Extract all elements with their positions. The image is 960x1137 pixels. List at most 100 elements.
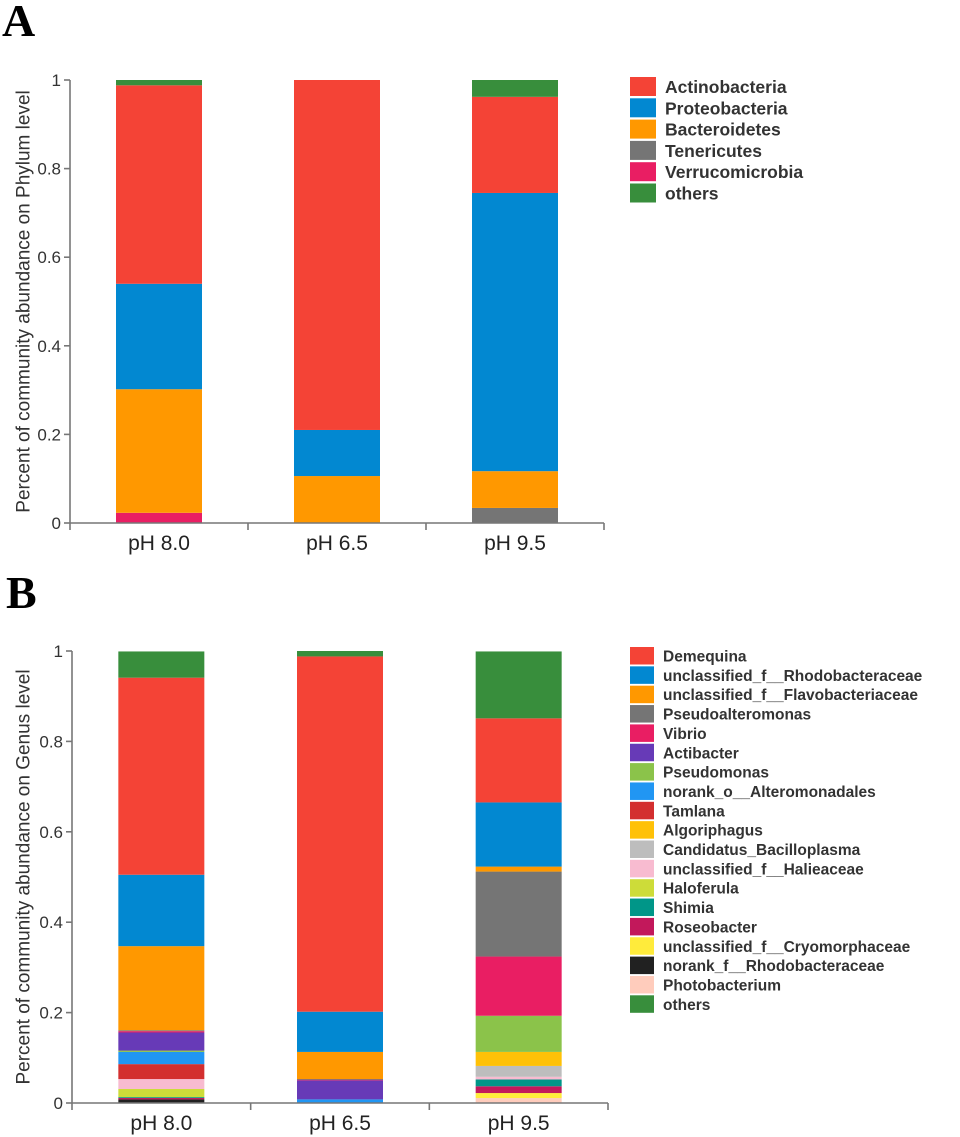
legend-swatch [630,975,654,994]
bar-segment-vibrio [297,1079,383,1081]
legend-swatch [630,879,654,897]
panel-b-letter: B [6,567,37,618]
legend-label: Demequina [663,649,747,666]
panel-a-x-tick-label: pH 8.0 [128,532,190,555]
legend-item-unclassified-f-rhodobacteraceae: unclassified_f__Rhodobacteraceae [630,666,923,685]
legend-item-verrucomicrobia: Verrucomicrobia [630,162,803,182]
panel-a-chart: A Percent of community abundance on Phyl… [2,0,803,555]
bar-segment-pseudoalteromonas [118,1030,205,1032]
panel-b-x-tick-label: pH 6.5 [309,1112,371,1135]
panel-b-y-tick-label: 1 [54,642,63,661]
bar-segment-roseobacter [475,1086,562,1094]
legend-item-vibrio: Vibrio [630,724,707,743]
bar-segment-proteobacteria [116,283,202,390]
panel-a-y-tick-label: 0.2 [37,425,61,444]
bar-segment-shimia [118,1097,205,1099]
legend-item-pseudoalteromonas: Pseudoalteromonas [630,705,811,724]
legend-label: others [665,184,719,204]
legend-label: Tenericutes [665,141,762,161]
legend-item-tenericutes: Tenericutes [630,140,762,161]
bar-segment-algoriphagus [475,1051,562,1066]
bar-segment-pseudoalteromonas [297,1079,383,1080]
legend-swatch [630,724,654,742]
legend-item-others: others [630,995,710,1014]
bar-segment-actinobacteria [472,96,558,193]
panel-b-axes [71,651,609,1110]
legend-label: Candidatus_Bacilloplasma [663,842,861,859]
bar-segment-others [118,651,205,678]
legend-label: Bacteroidetes [665,120,781,140]
legend-label: Actibacter [663,745,739,762]
legend-label: unclassified_f__Halieaceae [663,861,864,878]
panel-a-bar-ph-6-5 [294,80,380,523]
panel-b-y-tick-label: 0.2 [39,1004,63,1023]
panel-a-x-labels: pH 8.0 pH 6.5 pH 9.5 [128,532,546,555]
legend-swatch [630,898,654,917]
legend-swatch [630,763,654,781]
bar-segment-demequina [118,677,205,875]
panel-b-y-tick-label: 0.4 [39,913,63,932]
bar-segment-photobacterium [475,1098,562,1103]
bar-segment-others [116,80,202,86]
legend-label: Vibrio [663,726,707,743]
legend-swatch [630,840,654,858]
panel-a-bar-ph-8-0 [116,80,202,523]
legend-swatch [630,782,654,800]
legend-label: Verrucomicrobia [665,162,803,182]
legend-item-unclassified-f-flavobacteriaceae: unclassified_f__Flavobacteriaceae [630,685,918,704]
legend-item-shimia: Shimia [630,898,714,917]
legend-swatch [630,801,654,820]
legend-label: Actinobacteria [665,77,787,97]
panel-b-bar-ph-9-5 [475,651,562,1103]
bar-segment-shimia [475,1079,562,1087]
panel-b-bars [118,651,562,1103]
panel-a-letter: A [2,0,35,46]
panel-a-y-tick-label: 0.4 [37,337,61,356]
bar-segment-candidatus-bacilloplasma [475,1065,562,1077]
bar-segment-vibrio [475,956,562,1016]
bar-segment-roseobacter [118,1098,205,1100]
legend-swatch [630,119,656,139]
legend-swatch [630,666,654,684]
bar-segment-norank-o-alteromonadales [297,1099,383,1103]
bar-segment-unclassified-f-flavobacteriaceae [297,1051,383,1080]
panel-a-x-tick-label: pH 9.5 [484,532,546,555]
panel-a-y-tick-label: 0 [52,514,61,533]
legend-item-unclassified-f-cryomorphaceae: unclassified_f__Cryomorphaceae [630,937,911,956]
legend-item-proteobacteria: Proteobacteria [630,98,788,118]
bar-segment-unclassified-f-cryomorphaceae [475,1093,562,1099]
bar-segment-unclassified-f-flavobacteriaceae [118,946,205,1031]
bar-segment-norank-o-alteromonadales [118,1051,205,1065]
bar-segment-pseudoalteromonas [475,871,562,957]
panel-b-x-tick-label: pH 8.0 [130,1112,192,1135]
bar-segment-norank-f-rhodobacteraceae [118,1099,205,1103]
legend-item-others: others [630,183,719,204]
legend-swatch [630,183,656,203]
panel-b-x-tick-label: pH 9.5 [488,1112,550,1135]
panel-a-axes [69,80,605,530]
legend-label: norank_f__Rhodobacteraceae [663,958,885,975]
legend-label: Shimia [663,900,714,917]
legend-swatch [630,685,654,704]
bar-segment-unclassified-f-halieaceae [118,1079,205,1089]
panel-a-bars [116,80,558,523]
bar-segment-proteobacteria [472,192,558,472]
bar-segment-unclassified-f-rhodobacteraceae [475,802,562,867]
bar-segment-others [472,80,558,97]
legend-swatch [630,995,654,1013]
panel-b-bar-ph-6-5 [297,651,383,1103]
panel-b-y-tick-label: 0.6 [39,823,63,842]
legend-label: unclassified_f__Flavobacteriaceae [663,687,918,704]
legend-label: Tamlana [663,803,725,820]
legend-label: Algoriphagus [663,823,763,840]
legend-item-haloferula: Haloferula [630,879,739,898]
bar-segment-verrucomicrobia [116,512,202,523]
legend-swatch [630,859,654,878]
panel-b-y-axis-label: Percent of community abundance on Genus … [14,669,35,1084]
panel-b-chart: B Percent of community abundance on Genu… [6,567,923,1135]
bar-segment-actinobacteria [294,80,380,430]
bar-segment-unclassified-f-halieaceae [475,1076,562,1080]
bar-segment-bacteroidetes [472,471,558,508]
bar-segment-tamlana [118,1064,205,1080]
